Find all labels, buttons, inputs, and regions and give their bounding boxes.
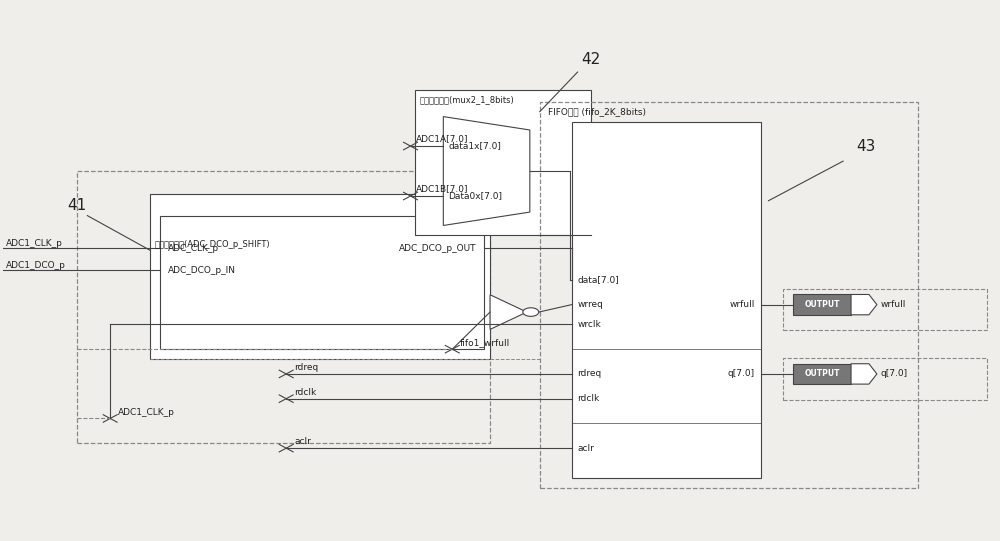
Text: OUTPUT: OUTPUT [804, 300, 840, 309]
Polygon shape [443, 117, 530, 226]
Text: ADC1_CLK_p: ADC1_CLK_p [6, 240, 63, 248]
Bar [783, 358, 987, 400]
Text: fifo1_wrfull: fifo1_wrfull [460, 338, 510, 347]
Bar [160, 215, 484, 349]
Text: ADC_DCO_p_IN: ADC_DCO_p_IN [168, 266, 236, 274]
Bar [793, 364, 851, 384]
Text: rdreq: rdreq [578, 370, 602, 378]
Text: data1x[7.0]: data1x[7.0] [448, 142, 501, 150]
Text: aclr: aclr [294, 437, 311, 446]
Bar [572, 122, 761, 478]
Bar [77, 171, 490, 443]
Bar [150, 194, 490, 359]
Text: ADC1_DCO_p: ADC1_DCO_p [6, 261, 66, 270]
Text: rdclk: rdclk [578, 394, 600, 403]
Text: 41: 41 [67, 198, 87, 213]
Text: wrfull: wrfull [729, 300, 755, 309]
Text: 42: 42 [582, 52, 601, 67]
Text: q[7.0]: q[7.0] [727, 370, 755, 378]
Bar [783, 288, 987, 331]
Bar [540, 102, 918, 488]
Circle shape [523, 308, 539, 316]
Text: aclr: aclr [578, 444, 594, 453]
Text: ADC1_CLK_p: ADC1_CLK_p [118, 407, 175, 417]
Text: wrreq: wrreq [578, 300, 603, 309]
Polygon shape [851, 294, 877, 315]
Bar [415, 90, 591, 235]
Text: ADC_CLK_p: ADC_CLK_p [168, 244, 219, 253]
Text: ADC_DCO_p_OUT: ADC_DCO_p_OUT [399, 244, 476, 253]
Polygon shape [490, 295, 527, 329]
Text: 存储转换模块(ADC_DCO_p_SHIFT): 存储转换模块(ADC_DCO_p_SHIFT) [155, 240, 271, 249]
Polygon shape [851, 364, 877, 384]
Text: 43: 43 [856, 139, 875, 154]
Text: 二进一输模块(mux2_1_8bits): 二进一输模块(mux2_1_8bits) [419, 95, 514, 104]
Text: ADC1B[7.0]: ADC1B[7.0] [415, 184, 468, 193]
Text: data[7.0]: data[7.0] [578, 275, 619, 285]
Text: wrfull: wrfull [881, 300, 906, 309]
Text: q[7.0]: q[7.0] [881, 370, 908, 378]
Text: OUTPUT: OUTPUT [804, 370, 840, 378]
Text: wrclk: wrclk [578, 320, 601, 329]
Text: FIFO模块 (fifo_2K_8bits): FIFO模块 (fifo_2K_8bits) [548, 107, 646, 116]
Text: Data0x[7.0]: Data0x[7.0] [448, 192, 502, 201]
Text: rdreq: rdreq [294, 363, 318, 372]
Text: rdclk: rdclk [294, 388, 316, 397]
Bar [793, 294, 851, 315]
Text: ADC1A[7.0]: ADC1A[7.0] [415, 134, 468, 143]
